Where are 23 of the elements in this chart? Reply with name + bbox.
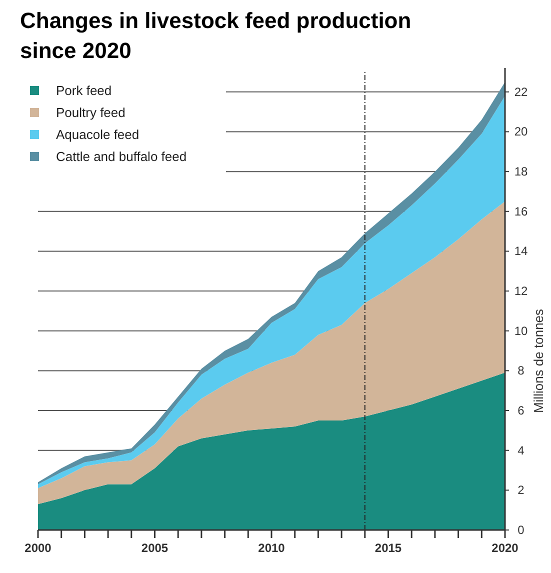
y-tick-label: 20 bbox=[514, 124, 528, 139]
x-tick-label: 2005 bbox=[141, 541, 168, 555]
legend-label: Cattle and buffalo feed bbox=[56, 149, 187, 164]
y-axis-title: Millions de tonnes bbox=[531, 308, 546, 414]
y-tick-label: 6 bbox=[518, 404, 525, 418]
x-tick-label: 2000 bbox=[24, 541, 52, 555]
y-tick-label: 14 bbox=[514, 244, 528, 258]
y-tick-label: 12 bbox=[514, 284, 528, 298]
x-tick-label: 2010 bbox=[258, 541, 286, 555]
legend-label: Pork feed bbox=[56, 83, 112, 98]
y-tick-label: 4 bbox=[518, 443, 525, 458]
y-tick-label: 8 bbox=[518, 364, 525, 378]
chart-title: Changes in livestock feed production since 2020 bbox=[20, 8, 412, 63]
y-tick-label: 10 bbox=[514, 324, 528, 338]
y-tick-label: 2 bbox=[518, 483, 525, 498]
legend-label: Aquacole feed bbox=[56, 127, 140, 142]
y-tick-label: 22 bbox=[514, 84, 528, 99]
y-tick-label: 18 bbox=[514, 164, 528, 179]
legend-label: Poultry feed bbox=[56, 105, 126, 120]
y-tick-label: 0 bbox=[518, 523, 525, 537]
x-tick-label: 2020 bbox=[492, 541, 519, 555]
x-tick-label: 2015 bbox=[374, 541, 402, 555]
y-tick-label: 16 bbox=[514, 204, 528, 218]
